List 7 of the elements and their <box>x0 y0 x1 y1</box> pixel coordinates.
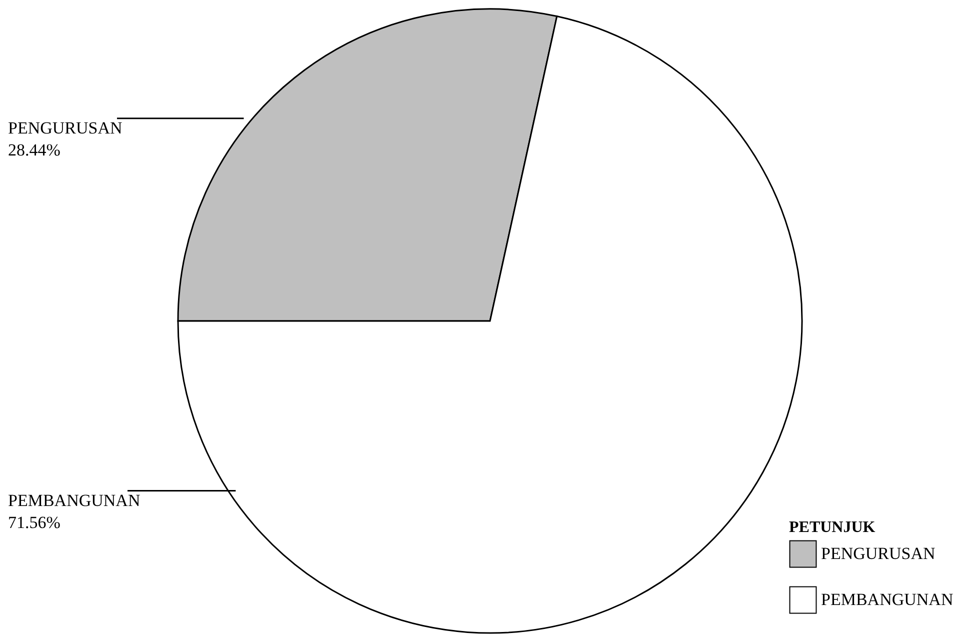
legend-label: PEMBANGUNAN <box>821 590 954 609</box>
slice-label: PENGURUSAN <box>8 118 122 138</box>
data-label: 71.56% <box>8 512 60 532</box>
data-label: 28.44% <box>8 140 60 160</box>
legend-title: PETUNJUK <box>789 519 876 536</box>
slice-label: PEMBANGUNAN <box>8 490 140 510</box>
legend-label: PENGURUSAN <box>821 544 936 563</box>
